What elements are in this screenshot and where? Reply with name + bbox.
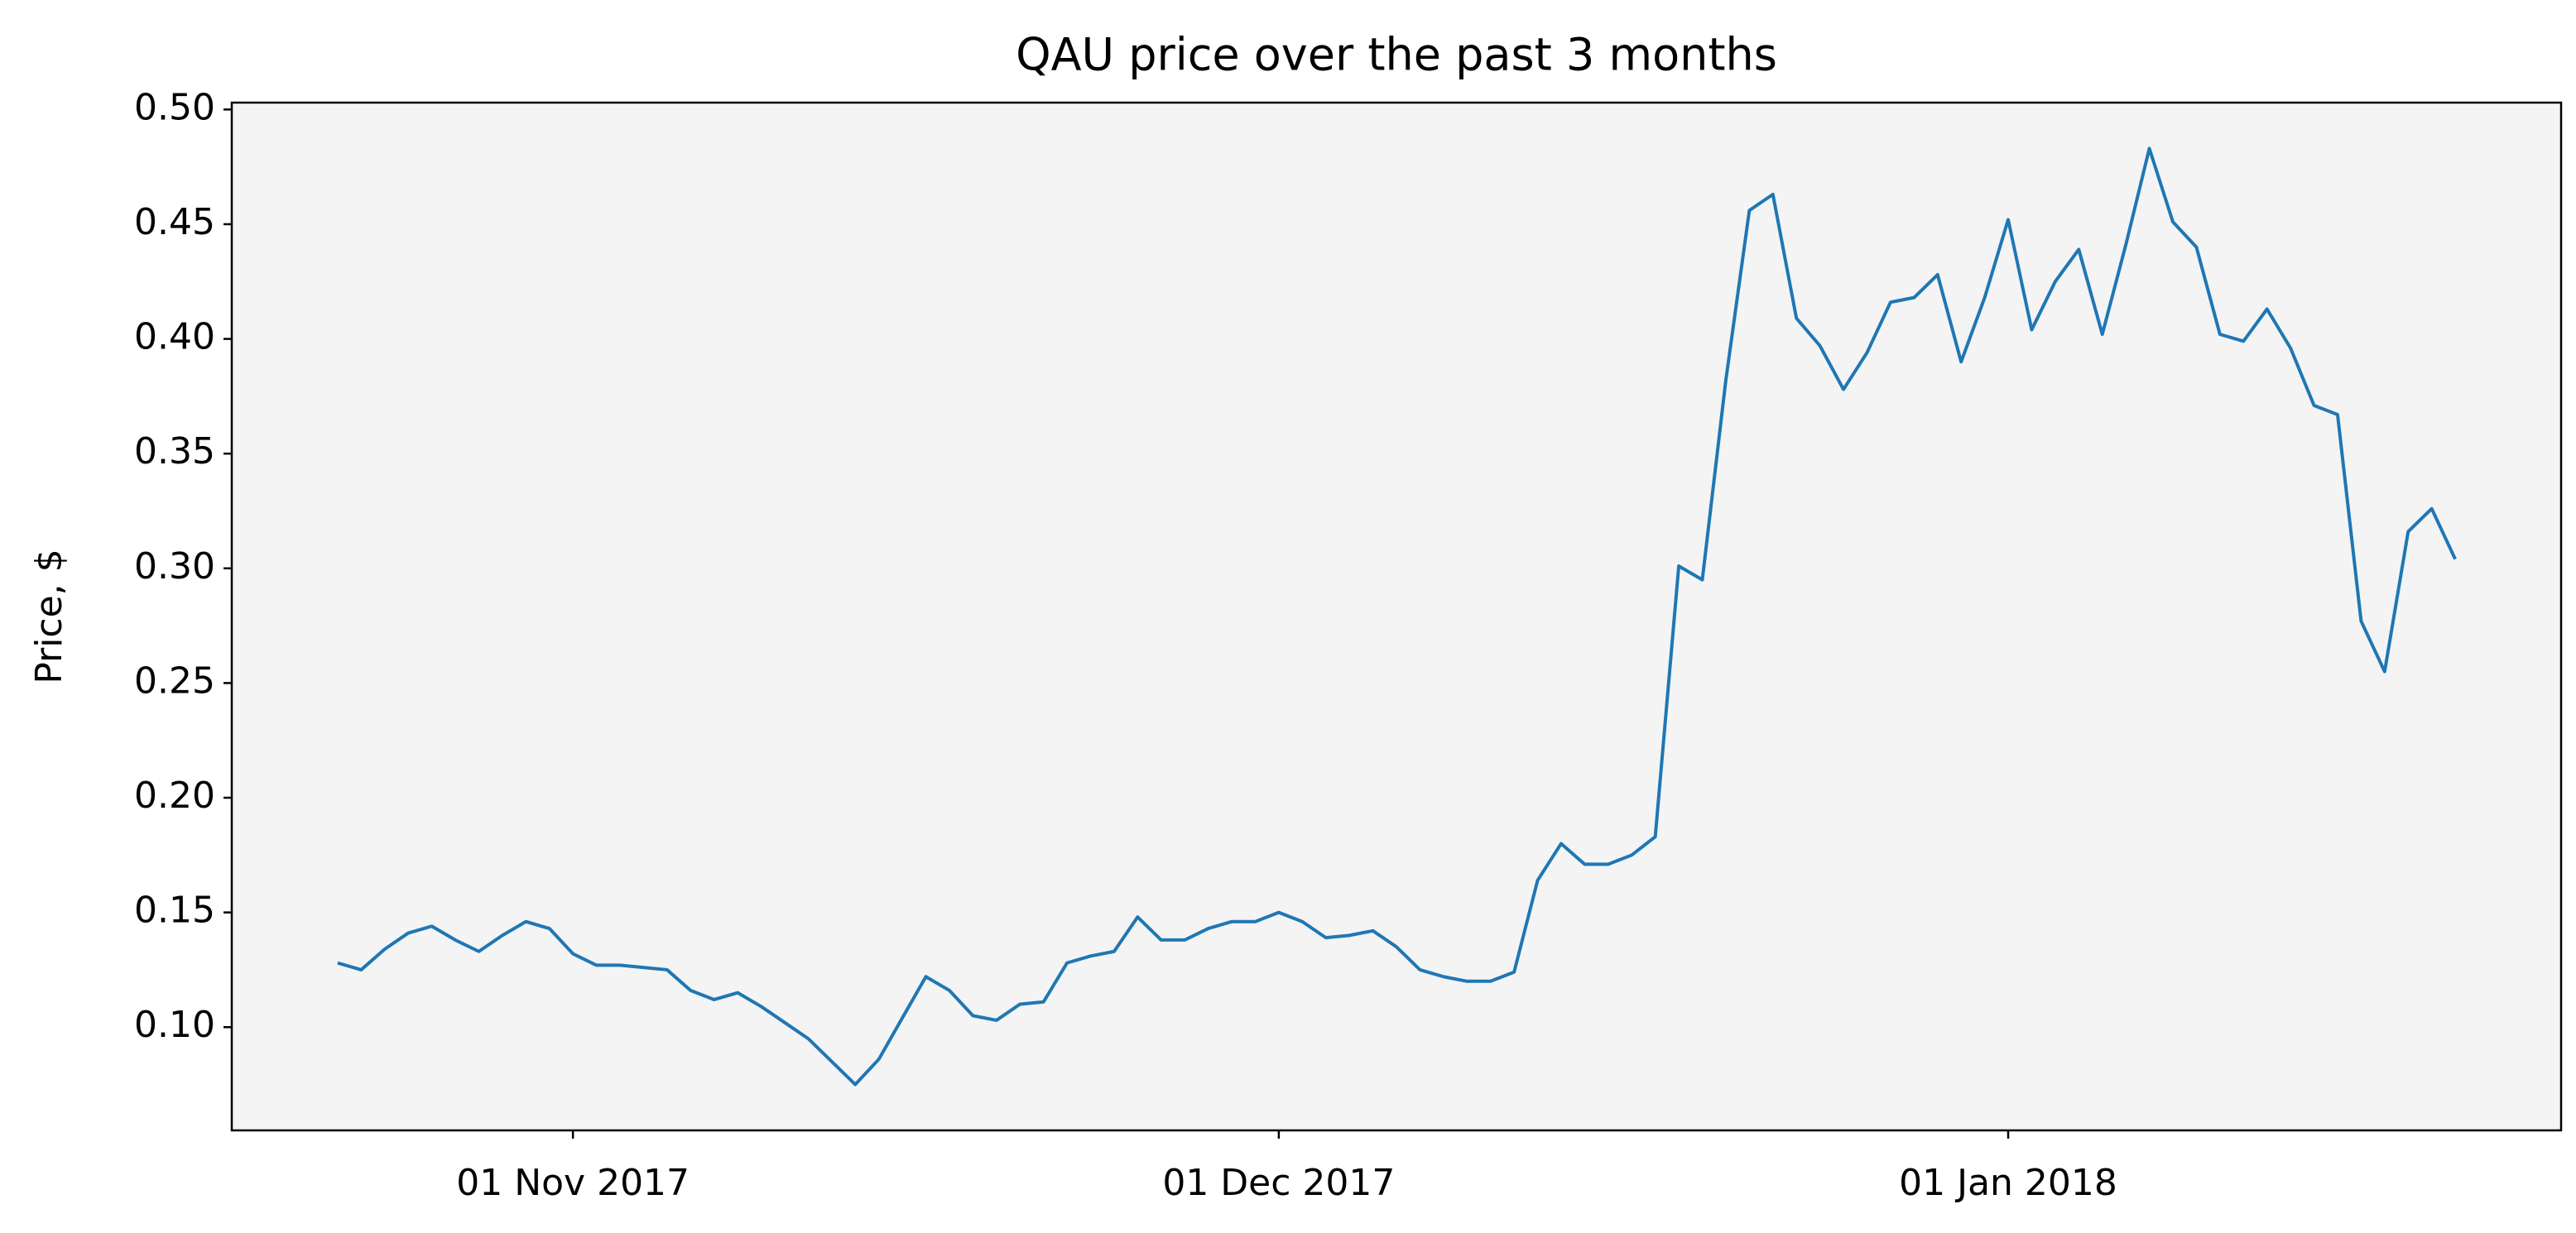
plot-frame	[230, 101, 2563, 1132]
price-line	[337, 146, 2457, 1087]
y-tick-label: 0.20	[134, 775, 215, 817]
y-tick-label: 0.25	[134, 660, 215, 702]
x-tick-label: 01 Dec 2017	[1162, 1162, 1395, 1204]
y-tick-label: 0.30	[134, 545, 215, 588]
y-tick-label: 0.15	[134, 890, 215, 932]
y-tick-label: 0.35	[134, 430, 215, 473]
chart-title: QAU price over the past 3 months	[1016, 29, 1777, 81]
x-tick-label: 01 Nov 2017	[456, 1162, 690, 1204]
y-tick-label: 0.40	[134, 316, 215, 358]
y-tick-label: 0.50	[134, 86, 215, 128]
y-tick-label: 0.10	[134, 1004, 215, 1046]
x-tick-label: 01 Jan 2018	[1899, 1162, 2117, 1204]
y-tick-label: 0.45	[134, 201, 215, 243]
y-axis-label: Price, $	[28, 549, 70, 684]
plot-background	[232, 103, 2561, 1130]
